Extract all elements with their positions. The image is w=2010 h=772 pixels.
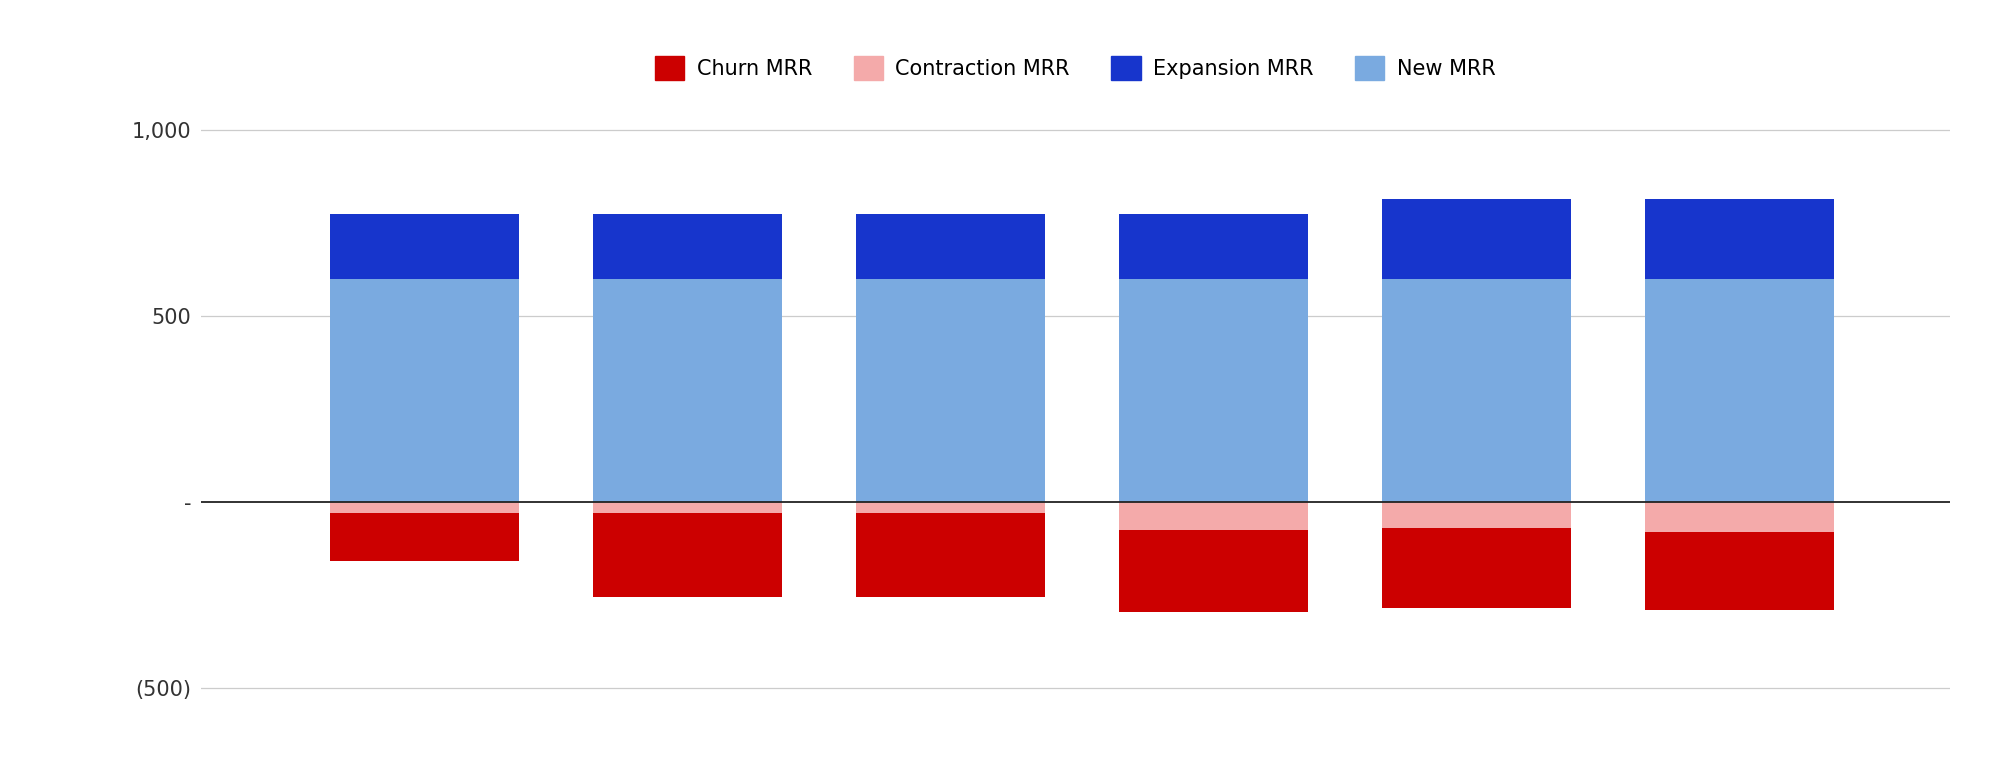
Bar — [330, 279, 519, 502]
Bar — [1644, 502, 1833, 532]
Legend: Churn MRR, Contraction MRR, Expansion MRR, New MRR: Churn MRR, Contraction MRR, Expansion MR… — [647, 47, 1503, 88]
Bar — [1120, 214, 1309, 279]
Bar — [593, 513, 782, 597]
Bar — [1120, 502, 1309, 530]
Bar — [856, 502, 1045, 513]
Bar — [1381, 198, 1572, 279]
Bar — [1381, 502, 1572, 528]
Bar — [856, 214, 1045, 279]
Bar — [593, 279, 782, 502]
Bar — [593, 502, 782, 513]
Bar — [856, 279, 1045, 502]
Bar — [1381, 279, 1572, 502]
Bar — [330, 214, 519, 279]
Bar — [330, 513, 519, 561]
Bar — [330, 502, 519, 513]
Bar — [1120, 530, 1309, 611]
Bar — [1644, 532, 1833, 610]
Bar — [1644, 279, 1833, 502]
Bar — [1381, 528, 1572, 608]
Bar — [856, 513, 1045, 597]
Bar — [1644, 198, 1833, 279]
Bar — [593, 214, 782, 279]
Bar — [1120, 279, 1309, 502]
